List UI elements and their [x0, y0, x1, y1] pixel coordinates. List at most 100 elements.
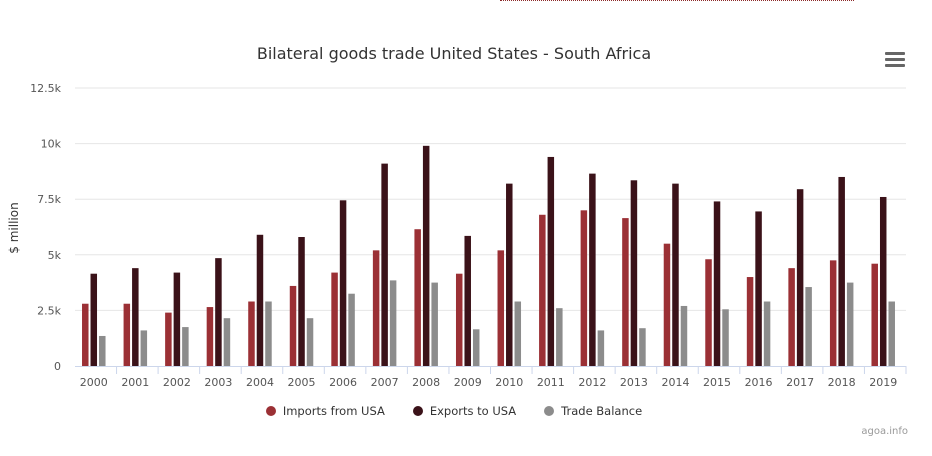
bar-trade-balance-2009 [472, 329, 480, 366]
bar-imports-from-usa-2000 [82, 303, 89, 366]
bar-trade-balance-2002 [182, 327, 189, 366]
bar-exports-to-usa-2001 [132, 268, 139, 366]
bar-imports-from-usa-2005 [289, 285, 297, 366]
bar-trade-balance-2010 [514, 301, 522, 366]
bar-trade-balance-2008 [431, 282, 438, 366]
x-tick-label: 2002 [163, 376, 191, 389]
bar-imports-from-usa-2010 [497, 250, 505, 366]
x-tick-label: 2008 [412, 376, 440, 389]
legend-item-imports[interactable]: Imports from USA [265, 404, 385, 418]
y-tick-label: 7.5k [37, 193, 61, 206]
bar-trade-balance-2019 [888, 301, 895, 366]
x-tick-label: 2007 [371, 376, 399, 389]
bar-imports-from-usa-2015 [705, 259, 712, 366]
bar-imports-from-usa-2008 [414, 229, 421, 366]
bar-exports-to-usa-2003 [215, 258, 222, 366]
chart-menu-icon[interactable] [885, 52, 905, 68]
legend-balance-marker [544, 406, 555, 416]
bar-imports-from-usa-2006 [331, 272, 338, 366]
bar-imports-from-usa-2018 [829, 260, 837, 366]
bar-exports-to-usa-2018 [838, 176, 845, 366]
bar-trade-balance-2016 [763, 301, 771, 366]
bar-imports-from-usa-2011 [539, 214, 546, 366]
x-tick-label: 2010 [495, 376, 523, 389]
bar-imports-from-usa-2007 [372, 250, 380, 366]
bar-imports-from-usa-2017 [788, 268, 795, 366]
bar-trade-balance-2005 [306, 318, 314, 366]
bar-trade-balance-2007 [389, 280, 397, 366]
x-tick-label: 2015 [703, 376, 731, 389]
x-tick-label: 2000 [80, 376, 108, 389]
bar-imports-from-usa-2013 [622, 218, 629, 366]
y-tick-label: 10k [41, 138, 62, 151]
x-tick-label: 2013 [620, 376, 648, 389]
bar-trade-balance-2004 [265, 301, 272, 366]
bar-exports-to-usa-2014 [672, 183, 679, 366]
legend-imports-label: Imports from USA [282, 404, 385, 418]
bar-exports-to-usa-2002 [173, 272, 181, 366]
bar-exports-to-usa-2010 [506, 183, 513, 366]
legend-imports-marker [265, 406, 276, 416]
bar-exports-to-usa-2009 [464, 235, 471, 366]
bar-exports-to-usa-2000 [90, 273, 98, 366]
y-tick-label: 12.5k [30, 82, 61, 95]
bar-exports-to-usa-2016 [755, 211, 762, 366]
credits-link[interactable]: agoa.info [861, 426, 908, 437]
bar-trade-balance-2006 [348, 293, 355, 366]
bar-trade-balance-2000 [99, 335, 106, 366]
x-tick-label: 2017 [786, 376, 814, 389]
legend-exports-label: Exports to USA [429, 404, 517, 418]
bar-trade-balance-2011 [556, 308, 563, 366]
bar-exports-to-usa-2015 [713, 201, 721, 366]
bar-exports-to-usa-2019 [879, 196, 887, 366]
x-tick-label: 2014 [661, 376, 689, 389]
legend-exports-marker [412, 406, 423, 416]
x-tick-label: 2012 [578, 376, 606, 389]
legend-item-balance[interactable]: Trade Balance [544, 404, 642, 418]
bar-exports-to-usa-2017 [796, 189, 804, 366]
bar-imports-from-usa-2019 [871, 263, 878, 366]
bar-imports-from-usa-2014 [663, 243, 671, 366]
x-tick-label: 2005 [288, 376, 316, 389]
legend-balance-label: Trade Balance [561, 404, 643, 418]
x-tick-label: 2001 [121, 376, 149, 389]
x-tick-label: 2003 [204, 376, 232, 389]
y-tick-label: 2.5k [37, 304, 61, 317]
x-tick-label: 2018 [828, 376, 856, 389]
x-tick-label: 2019 [869, 376, 897, 389]
bar-exports-to-usa-2011 [547, 156, 555, 366]
bar-exports-to-usa-2004 [256, 234, 264, 366]
legend-item-exports[interactable]: Exports to USA [412, 404, 517, 418]
bar-trade-balance-2013 [639, 328, 646, 366]
x-tick-label: 2011 [537, 376, 565, 389]
x-tick-label: 2009 [454, 376, 482, 389]
chart-title: Bilateral goods trade United States - So… [256, 44, 652, 63]
bar-exports-to-usa-2008 [422, 145, 430, 366]
bar-trade-balance-2003 [223, 318, 231, 366]
bar-imports-from-usa-2003 [206, 307, 214, 366]
bar-trade-balance-2014 [680, 305, 688, 366]
bar-exports-to-usa-2013 [630, 180, 638, 366]
bar-exports-to-usa-2005 [298, 237, 305, 366]
x-tick-label: 2004 [246, 376, 274, 389]
bar-trade-balance-2017 [805, 287, 812, 366]
bar-trade-balance-2012 [597, 330, 605, 366]
top-divider [500, 0, 854, 2]
bar-exports-to-usa-2007 [381, 163, 388, 366]
bar-exports-to-usa-2006 [339, 200, 347, 366]
legend: Imports from USA Exports to USA Trade Ba… [0, 404, 908, 418]
bar-imports-from-usa-2001 [123, 303, 131, 366]
bar-imports-from-usa-2009 [455, 273, 463, 366]
bar-trade-balance-2015 [722, 309, 729, 366]
bar-trade-balance-2018 [846, 282, 854, 366]
bar-imports-from-usa-2016 [746, 277, 754, 366]
bar-imports-from-usa-2002 [165, 312, 172, 366]
bar-trade-balance-2001 [140, 330, 148, 366]
x-tick-label: 2016 [745, 376, 773, 389]
x-tick-label: 2006 [329, 376, 357, 389]
y-tick-label: 5k [48, 249, 62, 262]
y-tick-label: 0 [54, 360, 61, 373]
bar-imports-from-usa-2004 [248, 301, 255, 366]
bar-imports-from-usa-2012 [580, 210, 588, 366]
